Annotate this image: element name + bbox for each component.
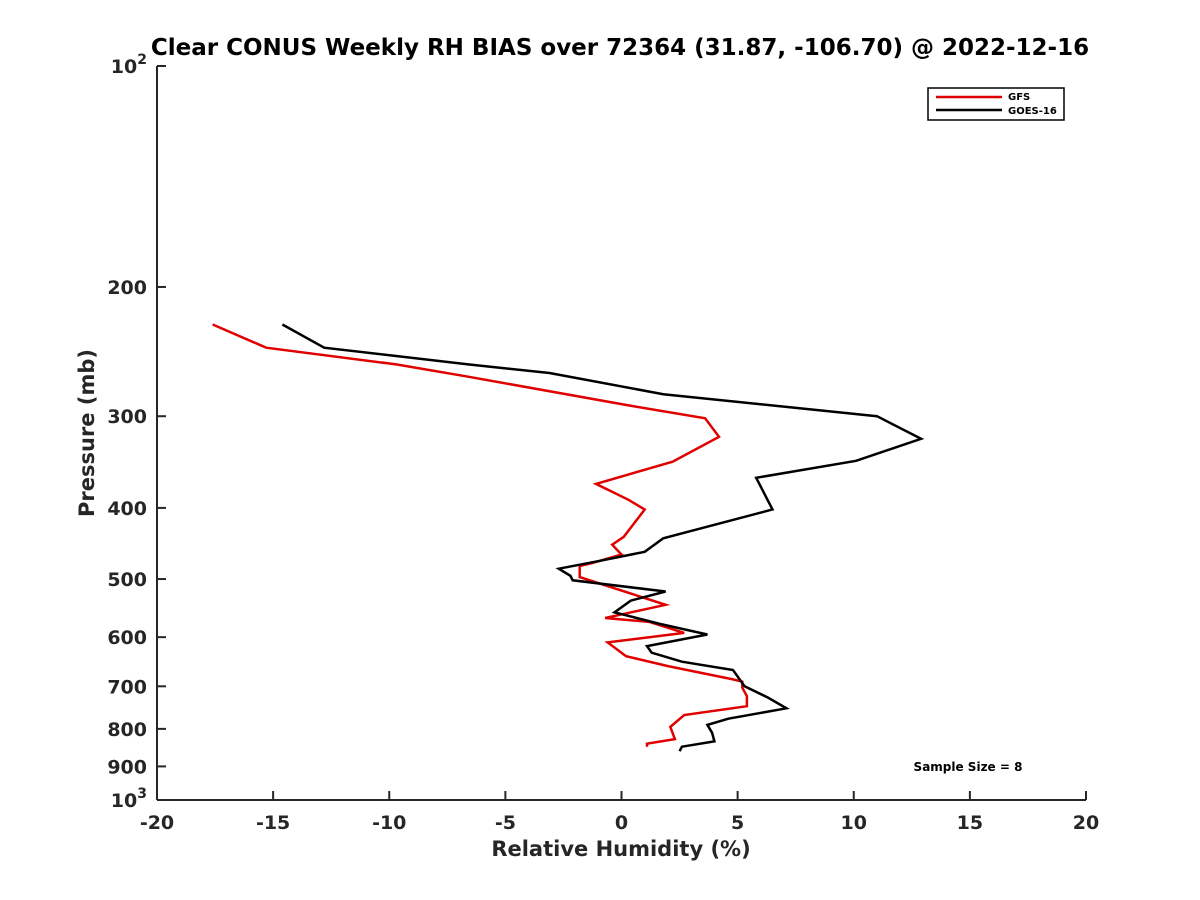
x-tick-label: -20	[140, 812, 174, 834]
series-line-gfs	[212, 323, 749, 747]
y-ticks: 102 200 300 400 500 600 700 800 900 103	[107, 52, 166, 812]
y-tick-label: 300	[107, 406, 147, 428]
y-tick-label: 900	[107, 756, 147, 778]
x-axis-label: Relative Humidity (%)	[491, 837, 750, 861]
x-tick-label: 10	[841, 812, 867, 834]
legend-box	[927, 87, 1065, 121]
y-tick-label: 103	[111, 786, 147, 812]
y-tick-label: 700	[107, 676, 147, 698]
x-tick-label: -15	[256, 812, 290, 834]
x-tick-label: 15	[957, 812, 983, 834]
y-tick-label: 102	[111, 52, 147, 78]
y-tick-label: 600	[107, 627, 147, 649]
y-tick-label: 400	[107, 498, 147, 520]
legend: GFS GOES-16	[927, 87, 1065, 121]
x-tick-label: 20	[1073, 812, 1099, 834]
y-tick-label: 200	[107, 277, 147, 299]
y-tick-label: 500	[107, 569, 147, 591]
x-tick-label: 0	[615, 812, 628, 834]
x-tick-label: 5	[731, 812, 744, 834]
sample-size-annotation: Sample Size = 8	[914, 760, 1023, 774]
legend-label-gfs: GFS	[1008, 92, 1030, 103]
legend-label-goes16: GOES-16	[1008, 106, 1057, 117]
x-ticks: -20 -15 -10 -5 0 5 10 15 20	[140, 791, 1099, 834]
chart-title: Clear CONUS Weekly RH BIAS over 72364 (3…	[151, 35, 1089, 61]
y-axis-label: Pressure (mb)	[75, 349, 99, 517]
y-tick-label: 800	[107, 719, 147, 741]
x-tick-label: -5	[495, 812, 516, 834]
x-tick-label: -10	[372, 812, 406, 834]
series-line-goes16	[281, 323, 925, 752]
series-layer	[212, 323, 925, 752]
